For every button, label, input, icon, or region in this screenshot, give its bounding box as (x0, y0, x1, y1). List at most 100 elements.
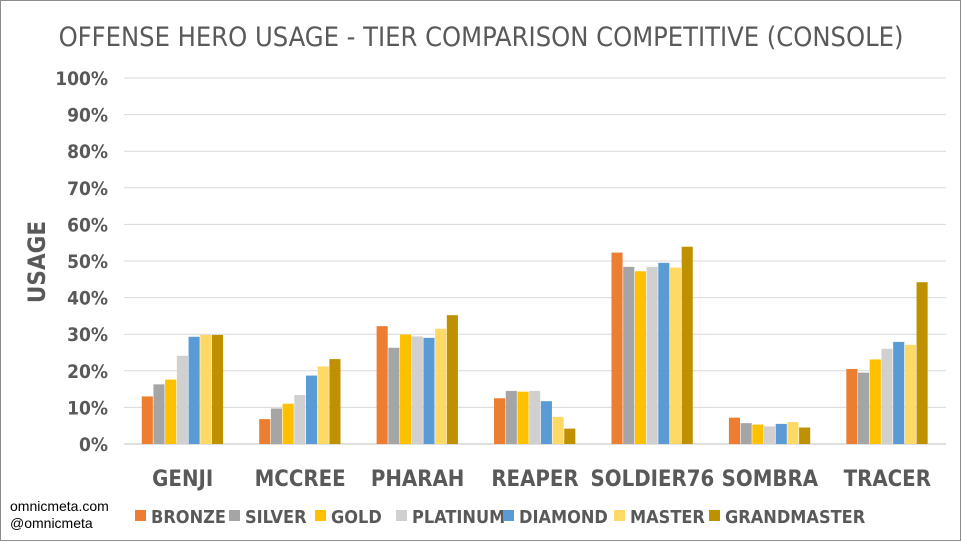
bar-bronze (376, 326, 388, 444)
bar-platinum (881, 348, 893, 444)
y-tick-label: 80% (67, 141, 108, 163)
bar-bronze (846, 368, 858, 444)
bar-group-tracer (846, 282, 928, 444)
bar-diamond (658, 262, 670, 444)
x-tick-label: MCCREE (255, 467, 346, 492)
legend-label: GRANDMASTER (725, 507, 866, 528)
bar-silver (505, 390, 517, 444)
legend-label: MASTER (630, 507, 705, 528)
y-axis-label: USAGE (23, 221, 51, 303)
bar-platinum (529, 390, 541, 444)
y-tick-label: 70% (67, 178, 108, 200)
bar-group-mccree (259, 359, 341, 444)
bar-platinum (176, 355, 188, 444)
bar-bronze (728, 417, 741, 444)
bar-master (435, 328, 447, 444)
watermark-site: omnicmeta.com (10, 498, 109, 514)
bar-grandmaster (799, 427, 811, 444)
x-axis-ticks: GENJI MCCREE PHARAH REAPER SOLDIER76 SOMBRA TR… (152, 467, 931, 492)
y-tick-label: 30% (67, 324, 108, 346)
bar-grandmaster (329, 359, 341, 444)
y-tick-label: 20% (67, 361, 108, 383)
y-tick-label: 40% (67, 288, 108, 310)
bar-diamond (305, 375, 318, 444)
chart-title: OFFENSE HERO USAGE - TIER COMPARISON COM… (59, 22, 904, 53)
legend-label: BRONZE (151, 507, 226, 528)
bars (141, 246, 928, 444)
bar-silver (858, 372, 870, 444)
legend-item-grandmaster: GRANDMASTER (709, 507, 866, 528)
legend-label: SILVER (245, 507, 307, 528)
x-tick-label: SOLDIER76 (591, 467, 715, 492)
bar-bronze (259, 419, 271, 444)
gridlines (124, 77, 946, 445)
y-tick-label: 90% (67, 105, 108, 127)
bar-silver (153, 384, 165, 444)
bar-diamond (540, 401, 552, 444)
bar-master (317, 366, 329, 444)
bar-bronze (611, 252, 623, 444)
x-tick-label: SOMBRA (722, 467, 819, 492)
bar-grandmaster (916, 282, 928, 444)
legend-item-bronze: BRONZE (135, 507, 226, 528)
bar-gold (752, 424, 764, 444)
bar-silver (270, 408, 282, 444)
legend-swatch (503, 510, 514, 521)
bar-gold (282, 403, 294, 444)
bar-grandmaster (564, 428, 576, 444)
bar-master (787, 422, 799, 444)
bar-grandmaster (681, 246, 693, 444)
bar-diamond (775, 423, 787, 444)
legend-label: GOLD (331, 507, 382, 528)
legend-label: DIAMOND (519, 507, 608, 528)
x-tick-label: TRACER (844, 467, 931, 492)
bar-group-genji (141, 334, 224, 444)
legend-swatch (135, 510, 146, 521)
bar-grandmaster (211, 334, 224, 444)
bar-platinum (294, 394, 306, 444)
legend-swatch (315, 510, 326, 521)
watermark-handle: @omnicmeta (10, 515, 93, 531)
y-tick-label: 50% (67, 251, 108, 273)
bar-bronze (494, 398, 506, 444)
x-tick-label: PHARAH (371, 467, 465, 492)
legend-item-platinum: PLATINUM (396, 507, 505, 528)
bar-master (669, 267, 682, 444)
watermark: omnicmeta.com @omnicmeta (10, 498, 109, 532)
legend-item-gold: GOLD (315, 507, 382, 528)
legend-label: PLATINUM (412, 507, 505, 528)
bar-master (552, 416, 564, 444)
bar-silver (623, 266, 635, 444)
y-tick-label: 0% (79, 434, 108, 456)
bar-platinum (764, 426, 776, 444)
legend-swatch (229, 510, 240, 521)
bar-gold (517, 391, 529, 444)
y-tick-label: 60% (67, 214, 108, 236)
bar-group-sombra (728, 417, 811, 444)
bar-gold (634, 271, 646, 444)
bar-diamond (893, 341, 905, 444)
bar-gold (165, 379, 177, 444)
legend-swatch (396, 510, 407, 521)
x-tick-label: GENJI (152, 467, 213, 492)
bar-diamond (188, 336, 200, 444)
bar-silver (388, 347, 400, 444)
bar-platinum (411, 336, 423, 444)
bar-gold (400, 334, 412, 444)
bar-group-reaper (494, 390, 576, 444)
y-axis-ticks: 0% 10% 20% 30% 40% 50% 60% 70% 80% 90% 100% (55, 68, 108, 456)
bar-diamond (423, 337, 435, 444)
bar-platinum (646, 266, 658, 444)
bar-silver (740, 423, 752, 444)
legend-swatch (614, 510, 625, 521)
x-tick-label: REAPER (491, 467, 578, 492)
legend-swatch (709, 510, 720, 521)
bar-gold (869, 359, 881, 444)
legend-item-silver: SILVER (229, 507, 307, 528)
bar-master (904, 344, 916, 444)
bar-grandmaster (446, 315, 458, 444)
bar-group-soldier76 (611, 246, 693, 444)
legend-item-diamond: DIAMOND (503, 507, 608, 528)
y-tick-label: 10% (67, 397, 108, 419)
